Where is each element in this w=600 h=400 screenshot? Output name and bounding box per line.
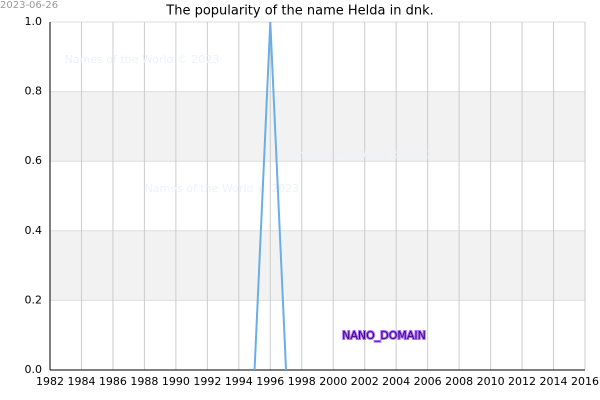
band (50, 91, 585, 162)
x-tick-label: 1986 (99, 375, 127, 388)
y-tick-label: 0.2 (25, 293, 43, 306)
x-tick-label: 1988 (130, 375, 158, 388)
x-tick-label: 1982 (36, 375, 64, 388)
x-tick-label: 2010 (477, 375, 505, 388)
x-tick-label: 1994 (225, 375, 253, 388)
x-tick-label: 1996 (256, 375, 284, 388)
band (50, 230, 585, 301)
bands (50, 91, 585, 301)
date-stamp: 2023-06-26 (0, 0, 58, 11)
y-tick-label: 0.8 (25, 85, 43, 98)
line (253, 21, 288, 371)
watermark: Names of the World © 2023 (279, 148, 434, 161)
x-tick-label: 2004 (382, 375, 410, 388)
grid (49, 21, 586, 371)
x-tick-label: 2000 (319, 375, 347, 388)
y-tick-label: 0.4 (25, 224, 43, 237)
watermark: Names of the World © 2023 (65, 53, 220, 66)
y-tick-label: 0.6 (25, 154, 43, 167)
x-tick-label: 1992 (193, 375, 221, 388)
y-tick-label: 0.0 (25, 363, 43, 376)
x-tick-label: 2016 (571, 375, 599, 388)
x-tick-label: 2002 (351, 375, 379, 388)
x-tick-label: 2014 (540, 375, 568, 388)
x-tick-label: 1984 (67, 375, 95, 388)
x-tick-label: 1990 (162, 375, 190, 388)
domain-label: NANO_DOMAIN (342, 329, 426, 342)
x-tick-label: 2008 (445, 375, 473, 388)
x-tick-label: 2006 (414, 375, 442, 388)
watermark: Names of the World © 2023 (145, 182, 300, 195)
y-tick-label: 1.0 (25, 15, 43, 28)
x-tick-label: 1998 (288, 375, 316, 388)
x-tick-label: 2012 (508, 375, 536, 388)
chart-title: The popularity of the name Helda in dnk. (165, 4, 433, 19)
